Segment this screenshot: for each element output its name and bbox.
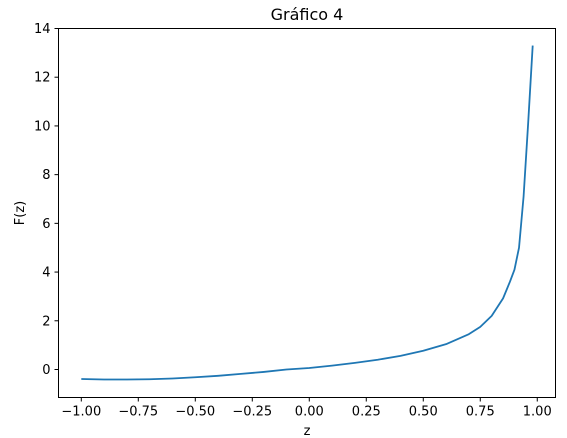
x-tick-label: 0.25	[352, 405, 381, 420]
x-tick-label: 1.00	[523, 405, 552, 420]
x-axis: −1.00 −0.75 −0.50 −0.25 0.00 0.25 0.50 0.75 1.00	[61, 397, 552, 420]
y-axis-label: F(z)	[13, 201, 28, 225]
y-tick-label: 8	[42, 168, 50, 183]
x-tick-label: −0.75	[118, 405, 158, 420]
y-tick-label: 0	[42, 363, 50, 378]
x-tick-label: 0.50	[409, 405, 438, 420]
x-tick-label: −0.25	[232, 405, 272, 420]
x-tick-label: 0.75	[466, 405, 495, 420]
y-tick-label: 2	[42, 314, 50, 329]
y-tick-label: 14	[34, 22, 51, 37]
series-line	[81, 45, 534, 381]
y-tick-label: 6	[42, 217, 50, 232]
x-tick-label: −1.00	[61, 405, 101, 420]
y-tick-label: 10	[34, 119, 51, 134]
x-axis-label: z	[304, 424, 311, 438]
y-tick-label: 12	[34, 71, 51, 86]
x-tick-label: −0.50	[175, 405, 215, 420]
y-axis: 0 2 4 6 8 10 12 14	[34, 22, 59, 378]
plot-area	[81, 45, 534, 381]
chart-title: Gráfico 4	[271, 5, 344, 24]
plot-frame	[58, 28, 556, 398]
y-tick-label: 4	[42, 266, 50, 281]
x-tick-label: 0.00	[295, 405, 324, 420]
